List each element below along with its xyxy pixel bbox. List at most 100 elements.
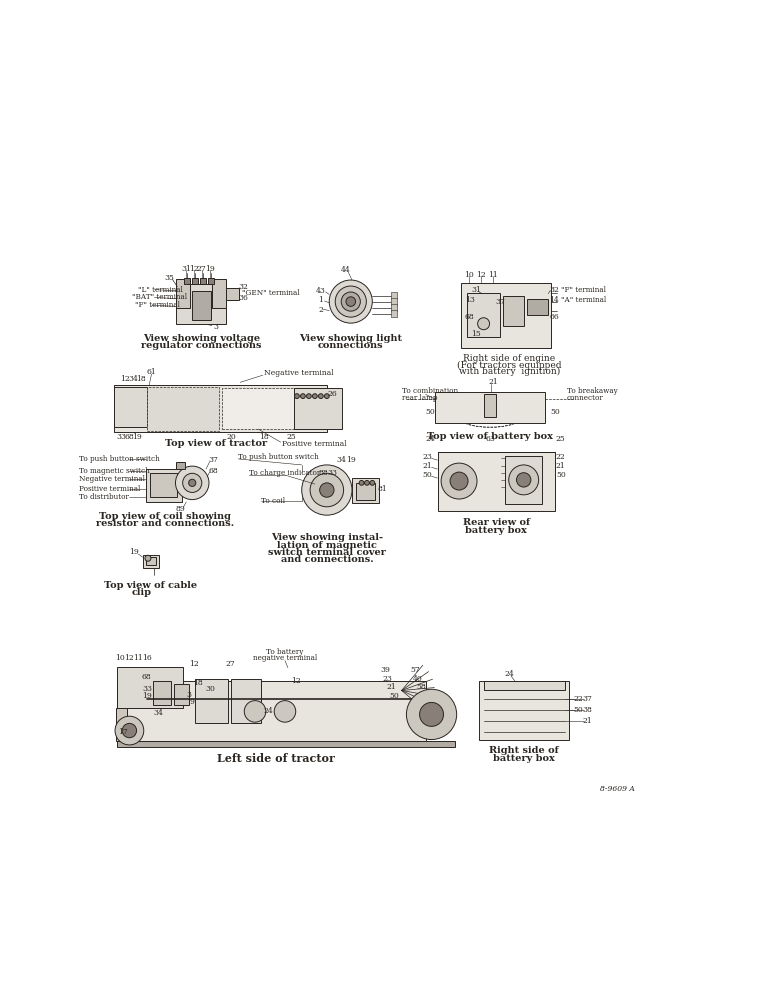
Bar bbox=[154, 681, 171, 705]
Bar bbox=[483, 681, 565, 690]
Text: 89: 89 bbox=[175, 505, 185, 513]
Text: 3: 3 bbox=[214, 323, 218, 331]
Text: 11: 11 bbox=[489, 271, 498, 279]
Bar bbox=[117, 741, 455, 747]
Text: 3: 3 bbox=[187, 691, 191, 699]
Text: 32: 32 bbox=[238, 283, 248, 291]
Text: View showing light: View showing light bbox=[300, 334, 402, 343]
Text: 12: 12 bbox=[124, 654, 134, 662]
Text: 50: 50 bbox=[550, 408, 560, 416]
Text: 19: 19 bbox=[205, 265, 215, 273]
Bar bbox=[192, 278, 198, 284]
Text: 58: 58 bbox=[416, 683, 425, 691]
Circle shape bbox=[302, 465, 352, 515]
Circle shape bbox=[145, 555, 151, 561]
Text: 20: 20 bbox=[226, 433, 236, 441]
Bar bbox=[484, 394, 496, 417]
Bar bbox=[200, 278, 206, 284]
Bar bbox=[174, 684, 189, 705]
Bar bbox=[143, 555, 159, 568]
Bar bbox=[527, 299, 548, 315]
Text: 19: 19 bbox=[143, 692, 152, 700]
Circle shape bbox=[335, 286, 367, 317]
Text: 37: 37 bbox=[208, 456, 218, 464]
Circle shape bbox=[329, 280, 372, 323]
Text: 24: 24 bbox=[504, 670, 514, 678]
Text: lation of magnetic: lation of magnetic bbox=[277, 541, 377, 550]
Bar bbox=[462, 283, 551, 348]
Text: To charge indicator: To charge indicator bbox=[249, 469, 320, 477]
Circle shape bbox=[310, 473, 344, 507]
Bar bbox=[231, 679, 261, 723]
Text: Negative terminal: Negative terminal bbox=[79, 475, 144, 483]
Text: 25: 25 bbox=[286, 433, 296, 441]
Text: 68: 68 bbox=[124, 433, 134, 441]
Text: To combination: To combination bbox=[401, 387, 458, 395]
Text: 23: 23 bbox=[383, 675, 393, 683]
Text: 30: 30 bbox=[205, 685, 215, 693]
Circle shape bbox=[175, 466, 209, 500]
Circle shape bbox=[244, 701, 266, 722]
Circle shape bbox=[313, 394, 317, 399]
Text: 31: 31 bbox=[472, 286, 482, 294]
Circle shape bbox=[188, 479, 196, 486]
Text: 25: 25 bbox=[556, 435, 566, 443]
Text: 12: 12 bbox=[189, 660, 199, 668]
Bar bbox=[391, 292, 398, 299]
Text: 44: 44 bbox=[341, 266, 350, 274]
Text: 21: 21 bbox=[489, 378, 498, 386]
Text: 66: 66 bbox=[550, 313, 559, 321]
Text: 21: 21 bbox=[556, 462, 566, 470]
Text: Positive terminal: Positive terminal bbox=[282, 440, 347, 448]
Text: switch terminal cover: switch terminal cover bbox=[268, 548, 386, 557]
Circle shape bbox=[183, 473, 201, 492]
Circle shape bbox=[320, 483, 334, 497]
Text: View showing instal-: View showing instal- bbox=[271, 533, 383, 542]
Text: 68: 68 bbox=[141, 673, 151, 681]
Text: 31: 31 bbox=[181, 265, 191, 273]
Text: 68: 68 bbox=[465, 313, 474, 321]
Bar bbox=[185, 278, 191, 284]
Text: 50: 50 bbox=[556, 471, 566, 479]
Text: 1: 1 bbox=[318, 296, 323, 304]
Text: Left side of tractor: Left side of tractor bbox=[217, 753, 335, 764]
Text: 16: 16 bbox=[143, 654, 152, 662]
Circle shape bbox=[509, 465, 539, 495]
Bar bbox=[294, 388, 342, 429]
Text: Rear view of: Rear view of bbox=[462, 518, 530, 527]
Text: 15: 15 bbox=[472, 330, 481, 338]
Bar bbox=[176, 279, 191, 308]
Text: 13: 13 bbox=[466, 296, 476, 304]
Text: 11: 11 bbox=[134, 654, 144, 662]
Text: 24: 24 bbox=[263, 707, 273, 715]
Text: 22: 22 bbox=[556, 453, 566, 461]
Text: "A" terminal: "A" terminal bbox=[561, 296, 607, 304]
Text: To coil: To coil bbox=[261, 497, 285, 505]
Text: 68: 68 bbox=[208, 467, 218, 475]
Circle shape bbox=[319, 394, 323, 399]
Text: "L" terminal: "L" terminal bbox=[138, 286, 183, 294]
Text: 63: 63 bbox=[486, 435, 495, 443]
Circle shape bbox=[341, 292, 361, 311]
Bar bbox=[191, 291, 211, 320]
Text: 12: 12 bbox=[120, 375, 130, 383]
Bar bbox=[176, 284, 226, 324]
Circle shape bbox=[450, 472, 468, 490]
Text: 24: 24 bbox=[425, 435, 435, 443]
Bar bbox=[222, 388, 294, 429]
Text: 43: 43 bbox=[316, 287, 326, 295]
Circle shape bbox=[364, 480, 369, 485]
Text: To push button switch: To push button switch bbox=[79, 455, 159, 463]
Text: 21: 21 bbox=[386, 683, 396, 691]
Text: To magnetic switch: To magnetic switch bbox=[79, 467, 149, 475]
Text: 8-9609 A: 8-9609 A bbox=[600, 785, 635, 793]
Text: battery box: battery box bbox=[493, 754, 555, 763]
Bar bbox=[438, 452, 555, 511]
Bar bbox=[503, 296, 524, 326]
Text: 19: 19 bbox=[346, 456, 356, 464]
Text: 33: 33 bbox=[328, 469, 338, 477]
Circle shape bbox=[478, 318, 489, 330]
Text: 21: 21 bbox=[422, 462, 432, 470]
Text: 12: 12 bbox=[476, 271, 486, 279]
Text: 39: 39 bbox=[380, 666, 390, 674]
